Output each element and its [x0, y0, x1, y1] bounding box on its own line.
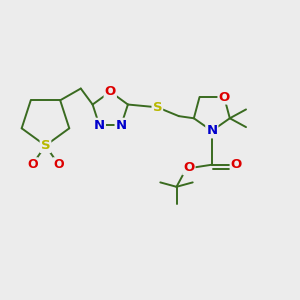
- Text: O: O: [183, 161, 194, 174]
- Text: N: N: [116, 119, 127, 132]
- Text: O: O: [27, 158, 38, 171]
- Text: O: O: [53, 158, 64, 171]
- Text: S: S: [152, 101, 162, 114]
- Text: N: N: [94, 119, 105, 132]
- Text: O: O: [218, 91, 230, 103]
- Text: N: N: [206, 124, 218, 137]
- Text: O: O: [231, 158, 242, 171]
- Text: O: O: [105, 85, 116, 98]
- Text: S: S: [41, 139, 50, 152]
